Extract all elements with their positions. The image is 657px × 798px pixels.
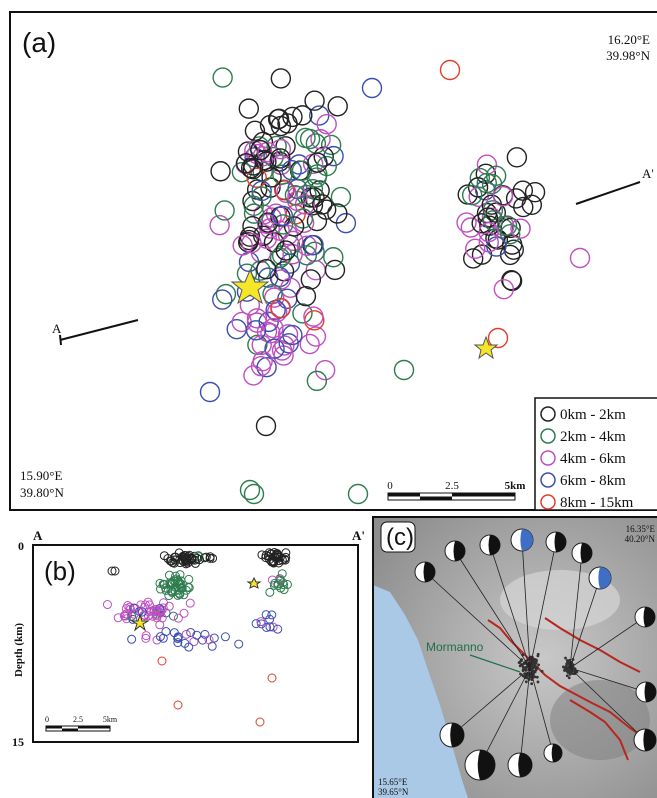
scale-label: 5km: [505, 480, 526, 492]
event: [532, 672, 535, 675]
event: [566, 674, 569, 677]
y-axis-label: Depth (km): [13, 623, 25, 677]
event: [537, 681, 540, 684]
event: [522, 668, 525, 671]
coord: 39.80°N: [20, 485, 64, 500]
legend-label: 2km - 4km: [560, 429, 626, 445]
event: [530, 682, 533, 685]
scale-label: 5km: [103, 715, 118, 724]
scale-label: 2.5: [73, 715, 83, 724]
section-label: A': [352, 528, 365, 543]
scale-label: 2.5: [445, 480, 459, 492]
event: [566, 659, 569, 662]
event: [525, 680, 528, 683]
section-tick: [60, 335, 61, 345]
event: [531, 669, 534, 672]
legend-label: 4km - 6km: [560, 451, 626, 467]
section-label: A: [52, 321, 62, 336]
legend-label: 8km - 15km: [560, 495, 634, 511]
coord: 39.65°N: [378, 787, 409, 797]
panel-label: (b): [44, 556, 76, 586]
scale-label: 0: [45, 715, 49, 724]
coord: 40.20°N: [625, 534, 656, 544]
panel-c: (c) Mormanno 16.35°E 40.20°N 15.65°E 39.…: [373, 517, 657, 798]
panel-b-frame: [33, 545, 358, 742]
y-tick-label: 0: [18, 539, 24, 553]
panel-a: A A' (a) 16.20°E 39.98°N 15.90°E 39.80°N…: [10, 12, 657, 511]
y-tick-label: 15: [12, 735, 24, 749]
coord: 16.20°E: [608, 32, 650, 47]
coord: 15.90°E: [20, 468, 62, 483]
event: [567, 671, 570, 674]
figure: A A' (a) 16.20°E 39.98°N 15.90°E 39.80°N…: [0, 0, 657, 798]
town-label: Mormanno: [426, 640, 484, 654]
event: [533, 665, 536, 668]
coord: 15.65°E: [378, 777, 408, 787]
event: [564, 657, 567, 660]
panel-b: A A' (b) 0 15 Depth (km) 0 2.5 5km: [12, 528, 365, 749]
section-label: A': [642, 166, 654, 181]
event: [568, 676, 571, 679]
coord: 16.35°E: [626, 524, 656, 534]
panel-label: (a): [22, 27, 56, 58]
coord: 39.98°N: [606, 48, 650, 63]
event: [536, 654, 539, 657]
event: [533, 660, 536, 663]
event: [571, 672, 574, 675]
section-label: A: [33, 528, 43, 543]
panel-label: (c): [386, 524, 414, 551]
event: [537, 664, 540, 667]
legend-label: 0km - 2km: [560, 407, 626, 423]
scale-label: 0: [387, 480, 393, 492]
legend-label: 6km - 8km: [560, 473, 626, 489]
event: [541, 670, 544, 673]
event: [566, 668, 569, 671]
event: [519, 664, 522, 667]
